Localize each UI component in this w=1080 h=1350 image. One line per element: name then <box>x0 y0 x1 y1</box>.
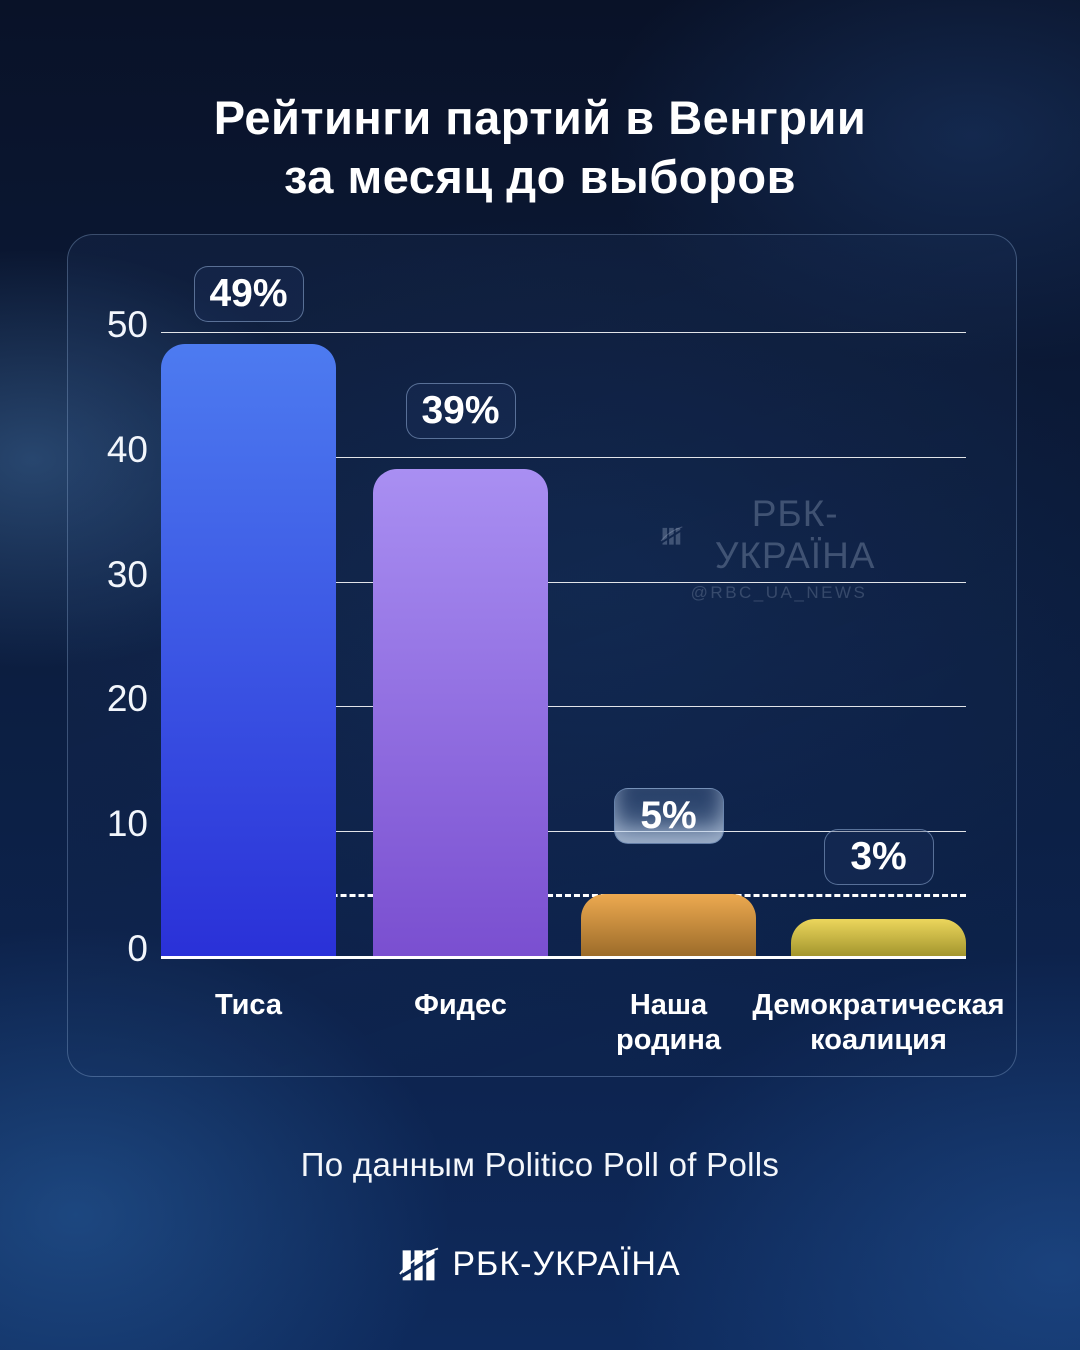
bar-Фидес <box>373 469 548 956</box>
y-axis-tick-label: 0 <box>127 928 148 969</box>
gridline-50 <box>161 332 966 333</box>
rbc-logo-icon <box>660 525 683 545</box>
title-line-1: Рейтинги партий в Венгрии <box>213 91 867 145</box>
page-title: Рейтинги партий в Венгрии за месяц до выб… <box>0 89 1080 206</box>
value-badge: 49% <box>193 266 304 323</box>
value-badge: 5% <box>613 787 724 844</box>
bar-Демократическая коалиция <box>791 918 966 956</box>
bar-Наша родина <box>581 893 756 956</box>
gridline-10 <box>161 831 966 833</box>
watermark-handle: @RBC_UA_NEWS <box>690 583 868 602</box>
y-axis-tick-label: 50 <box>106 304 148 345</box>
y-axis-tick-label: 40 <box>106 428 148 470</box>
x-axis-label: Демократическая коалиция <box>752 989 1005 1056</box>
title-line-2: за месяц до выборов <box>284 149 796 203</box>
gridline-40 <box>161 456 966 458</box>
source-note: По данным Politico Poll of Polls <box>300 1146 780 1183</box>
x-axis-label: Тиса <box>214 989 283 1021</box>
gridline-0 <box>161 956 966 959</box>
footer-brand: РБК-УКРАЇНА <box>452 1244 681 1283</box>
value-badge: 3% <box>823 828 934 885</box>
y-axis-tick-label: 30 <box>106 553 148 595</box>
watermark: РБК-УКРАЇНА @RBC_UA_NEWS <box>660 493 898 603</box>
footer-logo: РБК-УКРАЇНА <box>0 1244 1080 1284</box>
gridline-30 <box>161 581 966 583</box>
y-axis-tick-label: 20 <box>106 678 148 720</box>
x-axis-label: Наша родина <box>616 989 721 1056</box>
x-axis-label: Фидес <box>414 989 507 1021</box>
chart-panel: 0 10 20 30 40 50 49% Тиса 39% Фидес 5% Наша родина 3… <box>67 234 1017 1077</box>
bar-Тиса <box>161 344 336 956</box>
watermark-brand: РБК-УКРАЇНА <box>714 493 876 576</box>
threshold-dashed-line <box>161 893 966 897</box>
watermark-brand-row: РБК-УКРАЇНА <box>660 493 898 577</box>
rbc-logo-icon <box>399 1247 439 1281</box>
y-axis-tick-label: 10 <box>106 803 148 845</box>
gridline-20 <box>161 706 966 708</box>
value-badge: 39% <box>405 383 516 440</box>
